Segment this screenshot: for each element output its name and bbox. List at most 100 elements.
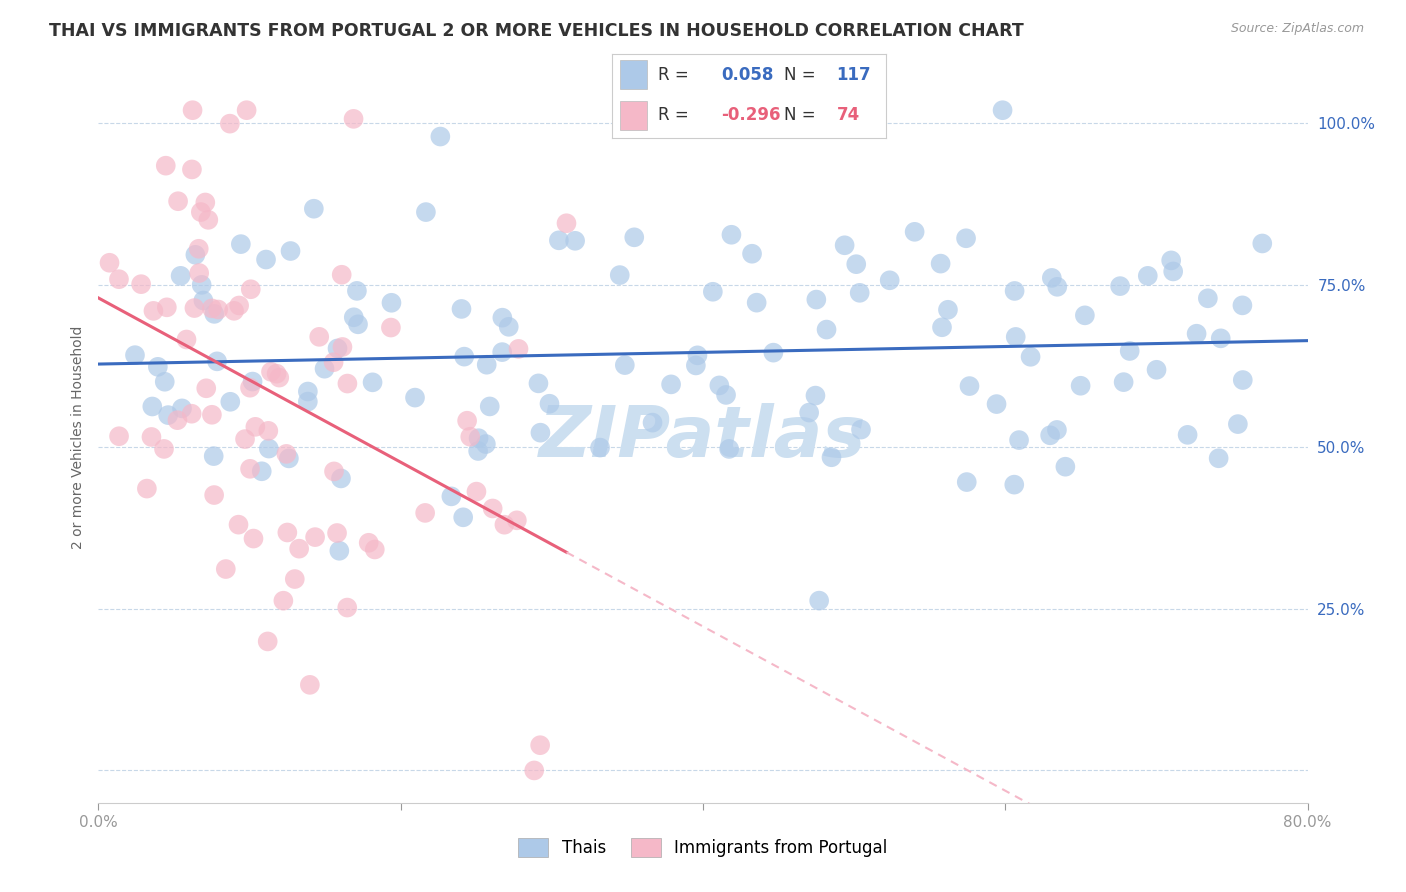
Point xyxy=(215,562,238,576)
Point xyxy=(336,376,359,391)
Point xyxy=(190,277,212,292)
Point xyxy=(1019,350,1042,364)
Point xyxy=(288,541,311,556)
Point xyxy=(904,225,927,239)
Point xyxy=(297,384,319,399)
Point xyxy=(467,431,489,445)
Point xyxy=(1004,284,1026,298)
Point xyxy=(280,244,302,258)
Point xyxy=(1161,264,1184,278)
Point xyxy=(326,526,349,541)
Point xyxy=(170,401,193,416)
Point xyxy=(343,310,366,325)
Text: 74: 74 xyxy=(837,106,859,124)
Point xyxy=(564,234,586,248)
Point xyxy=(845,257,868,271)
Point xyxy=(1209,331,1232,345)
Point xyxy=(273,593,295,607)
Point xyxy=(1185,326,1208,341)
Point xyxy=(323,464,346,478)
Point xyxy=(336,600,359,615)
Point xyxy=(180,407,202,421)
Point xyxy=(108,429,131,443)
Point xyxy=(1118,343,1140,358)
Point xyxy=(197,212,219,227)
Point xyxy=(834,238,856,252)
Point xyxy=(806,293,828,307)
Point xyxy=(685,359,707,373)
Point xyxy=(415,205,437,219)
Point xyxy=(475,437,498,451)
Point xyxy=(804,388,827,402)
Point xyxy=(330,471,353,485)
Point xyxy=(1208,451,1230,466)
Point xyxy=(242,532,264,546)
Point xyxy=(1040,271,1063,285)
Point xyxy=(1232,298,1254,312)
Point xyxy=(276,525,298,540)
Point xyxy=(135,482,157,496)
Point xyxy=(494,517,516,532)
Point xyxy=(555,216,578,230)
Point xyxy=(245,420,267,434)
Point xyxy=(450,301,472,316)
Point xyxy=(1074,309,1097,323)
Point xyxy=(202,307,225,321)
Point xyxy=(1039,428,1062,442)
Point xyxy=(284,572,307,586)
Point xyxy=(256,634,278,648)
Point xyxy=(815,322,838,336)
Point xyxy=(1146,363,1168,377)
Point xyxy=(609,268,631,282)
Point xyxy=(153,375,176,389)
Point xyxy=(219,394,242,409)
Point xyxy=(169,268,191,283)
Point xyxy=(124,348,146,362)
Point xyxy=(1226,417,1249,431)
Point xyxy=(298,678,321,692)
Point xyxy=(991,103,1014,118)
Point xyxy=(142,304,165,318)
Point xyxy=(848,285,870,300)
Point xyxy=(718,442,741,456)
Point xyxy=(194,195,217,210)
Point xyxy=(257,442,280,456)
Point xyxy=(184,248,207,262)
Point xyxy=(1008,433,1031,447)
Point xyxy=(201,301,224,316)
Point xyxy=(589,441,612,455)
Point xyxy=(228,298,250,312)
Point xyxy=(380,320,402,334)
Point xyxy=(451,510,474,524)
Point xyxy=(202,488,225,502)
Point xyxy=(167,194,190,209)
Text: Source: ZipAtlas.com: Source: ZipAtlas.com xyxy=(1230,22,1364,36)
Point xyxy=(218,117,240,131)
Point xyxy=(260,365,283,379)
Point xyxy=(205,354,228,368)
Point xyxy=(357,535,380,549)
Point xyxy=(529,738,551,752)
Point xyxy=(193,293,215,308)
Point xyxy=(523,764,546,778)
Point xyxy=(1177,427,1199,442)
Point xyxy=(720,227,742,242)
Point xyxy=(799,406,821,420)
Point xyxy=(146,359,169,374)
Point xyxy=(467,444,489,458)
Text: 0.058: 0.058 xyxy=(721,66,773,84)
Point xyxy=(156,301,179,315)
Point xyxy=(1197,291,1219,305)
Point xyxy=(959,379,981,393)
Point xyxy=(808,593,831,607)
Point xyxy=(155,159,177,173)
Point xyxy=(181,162,204,177)
Text: THAI VS IMMIGRANTS FROM PORTUGAL 2 OR MORE VEHICLES IN HOUSEHOLD CORRELATION CHA: THAI VS IMMIGRANTS FROM PORTUGAL 2 OR MO… xyxy=(49,22,1024,40)
Text: 117: 117 xyxy=(837,66,872,84)
Point xyxy=(481,501,503,516)
Point xyxy=(322,355,344,369)
Point xyxy=(254,252,277,267)
Point xyxy=(413,506,436,520)
Point xyxy=(328,543,350,558)
Point xyxy=(538,397,561,411)
